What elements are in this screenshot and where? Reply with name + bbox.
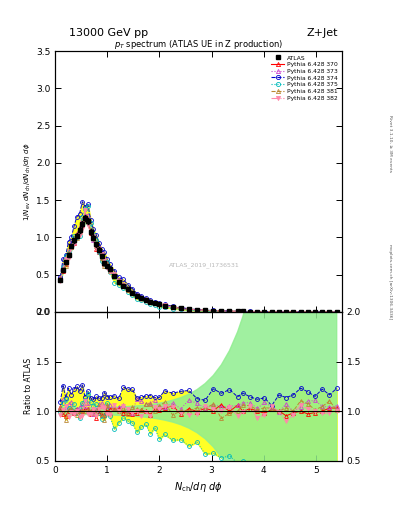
Text: mcplots.cern.ch [arXiv:1306.3436]: mcplots.cern.ch [arXiv:1306.3436] <box>388 244 392 319</box>
Y-axis label: $1/N_\mathregular{ev}$ $dN_\mathregular{ch}/dN_\mathregular{ch}/d\eta$ $d\phi$: $1/N_\mathregular{ev}$ $dN_\mathregular{… <box>23 142 33 221</box>
Text: 13000 GeV pp: 13000 GeV pp <box>69 28 148 38</box>
Legend: ATLAS, Pythia 6.428 370, Pythia 6.428 373, Pythia 6.428 374, Pythia 6.428 375, P: ATLAS, Pythia 6.428 370, Pythia 6.428 37… <box>270 54 339 102</box>
Text: Z+Jet: Z+Jet <box>307 28 338 38</box>
X-axis label: $N_\mathregular{ch}/d\eta$ $d\phi$: $N_\mathregular{ch}/d\eta$ $d\phi$ <box>174 480 223 494</box>
Title: $p_T$ spectrum (ATLAS UE in Z production): $p_T$ spectrum (ATLAS UE in Z production… <box>114 38 283 51</box>
Text: ATLAS_2019_I1736531: ATLAS_2019_I1736531 <box>169 262 240 268</box>
Y-axis label: Ratio to ATLAS: Ratio to ATLAS <box>24 358 33 414</box>
Text: Rivet 3.1.10, ≥ 3M events: Rivet 3.1.10, ≥ 3M events <box>388 115 392 172</box>
